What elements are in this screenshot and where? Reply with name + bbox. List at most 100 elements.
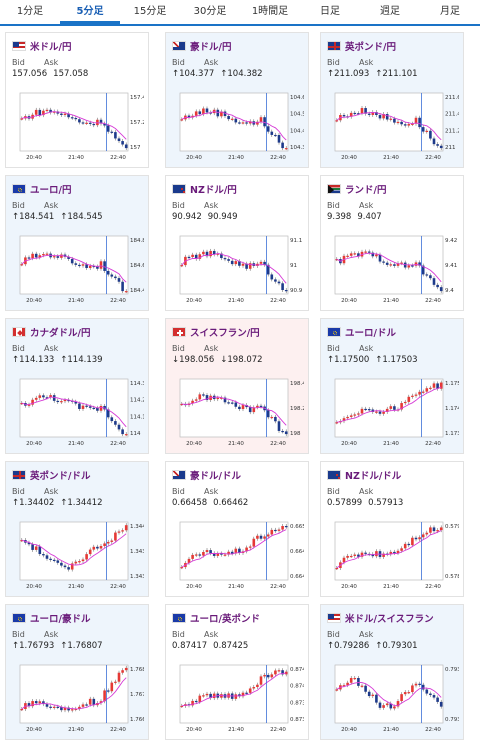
mini-chart[interactable]: 0.665 0.6645 0.664 20:40 21:40 22:40 (170, 518, 304, 592)
tab-1[interactable]: 5分足 (60, 0, 120, 24)
rate-card[interactable]: ユーロ/ドルBidAsk↑1.17500↑1.175031.1751.1741.… (320, 318, 464, 454)
pair-title[interactable]: 豪ドル/ドル (190, 471, 241, 482)
rate-card[interactable]: ユーロ/円BidAsk↑184.541↑184.545184.8184.6184… (5, 175, 149, 311)
candle (103, 690, 106, 702)
pair-title[interactable]: 豪ドル/円 (190, 42, 232, 53)
candle (27, 257, 31, 259)
price-labels: Bid Ask (327, 58, 391, 67)
candle (216, 109, 220, 117)
candle (34, 546, 38, 550)
pair-title[interactable]: スイスフラン/円 (190, 328, 260, 339)
mini-chart[interactable]: 184.8 184.6 184.4 20:40 21:40 22:40 (10, 232, 144, 306)
pair-title[interactable]: ユーロ/豪ドル (30, 614, 91, 625)
mini-chart[interactable]: 9.42 9.41 9.4 20:40 21:40 22:40 (325, 232, 459, 306)
pair-title[interactable]: NZドル/ドル (345, 471, 402, 482)
rate-card[interactable]: ユーロ/豪ドルBidAsk↑1.76793↑1.768071.7681.7671… (5, 604, 149, 740)
mini-chart[interactable]: 91.1 91 90.9 20:40 21:40 22:40 (170, 232, 304, 306)
price-labels: Bid Ask (172, 58, 236, 67)
rate-card[interactable]: スイスフラン/円 Bid Ask ↓198.056 ↓198.072 198.4 198.2… (165, 318, 309, 454)
candle (230, 118, 234, 120)
tab-7[interactable]: 月足 (440, 6, 460, 17)
tab-4[interactable]: 1時間足 (251, 6, 289, 17)
rate-card[interactable]: 米ドル/円 Bid Ask 157.056 157.058 157.4 157.2 157 20… (5, 32, 149, 168)
rate-card[interactable]: ユーロ/英ポンドBidAsk0.874170.874250.87450.8740… (165, 604, 309, 740)
card-header: NZドル/円 (172, 182, 237, 196)
pair-title[interactable]: NZドル/円 (190, 185, 237, 196)
mini-chart[interactable]: 0.8745 0.874 0.8735 0.873 20:40 21:40 22:40 (170, 661, 304, 735)
tab-0[interactable]: 1分足 (16, 6, 44, 17)
rate-card[interactable]: 米ドル/スイスフランBidAsk↑0.79286↑0.793010.79350.… (320, 604, 464, 740)
rate-card[interactable]: カナダドル/円BidAsk↑114.133↑114.139114.3114.21… (5, 318, 149, 454)
candle (121, 429, 124, 435)
candle (27, 404, 31, 406)
candle (88, 122, 92, 124)
candle (121, 530, 124, 532)
candle (92, 546, 96, 550)
candle (121, 141, 124, 145)
mini-chart[interactable]: 198.4 198.2 198 20:40 21:40 22:40 (170, 375, 304, 449)
mini-chart[interactable]: 114.3 114.2 114.1 114 20:40 21:40 22:40 (10, 375, 144, 449)
ask-value: 90.949 (207, 212, 238, 222)
pair-title[interactable]: ランド/円 (345, 185, 387, 196)
rate-card[interactable]: 豪ドル/ドルBidAsk0.664580.664620.6650.66450.6… (165, 461, 309, 597)
bid-label: Bid (327, 487, 340, 496)
rate-card[interactable]: 豪ドル/円BidAsk↑104.377↑104.382104.6104.5104… (165, 32, 309, 168)
mini-chart[interactable]: 0.7935 0.793 20:40 21:40 22:40 (325, 661, 459, 735)
rate-card[interactable]: 英ポンド/円BidAsk↑211.093↑211.101211.6211.421… (320, 32, 464, 168)
pair-title[interactable]: 英ポンド/円 (345, 42, 396, 53)
pair-title[interactable]: ユーロ/円 (30, 185, 72, 196)
candle (60, 401, 63, 403)
pair-title[interactable]: 米ドル/スイスフラン (345, 614, 434, 625)
pair-title[interactable]: ユーロ/英ポンド (190, 614, 260, 625)
y-tick-label: 91 (290, 263, 297, 269)
tab-2[interactable]: 15分足 (133, 6, 167, 17)
mini-chart[interactable]: 104.6 104.5 104.4 104.3 20:40 21:40 22:40 (170, 89, 304, 163)
moving-average-line (21, 396, 127, 428)
tab-5[interactable]: 日足 (320, 6, 340, 17)
bid-value: 157.056 (12, 69, 48, 79)
candle (202, 251, 205, 255)
candle (364, 108, 367, 114)
mini-chart[interactable]: 157.4 157.2 157 20:40 21:40 22:40 (10, 89, 144, 163)
y-tick-label: 114.3 (130, 381, 144, 387)
x-tick-label: 22:40 (425, 155, 441, 161)
candle (34, 253, 38, 258)
mini-chart[interactable]: 211.6 211.4 211.2 211 20:40 21:40 22:40 (325, 89, 459, 163)
tab-3[interactable]: 30分足 (193, 6, 227, 17)
mini-chart[interactable]: 1.768 1.767 1.766 20:40 21:40 22:40 (10, 661, 144, 735)
candle (270, 674, 274, 678)
x-tick-label: 20:40 (186, 727, 202, 733)
candle (367, 251, 371, 253)
rate-card[interactable]: NZドル/ドル Bid Ask 0.57899 0.57913 0.579 0.5785 20… (320, 461, 464, 597)
tab-6[interactable]: 週足 (380, 6, 400, 17)
moving-average-line (336, 112, 442, 141)
rate-card[interactable]: ランド/円 Bid Ask 9.398 9.407 9.42 9.41 9.4 20:40 21:… (320, 175, 464, 311)
mini-chart[interactable]: 1.175 1.174 1.173 20:40 21:40 22:40 (325, 375, 459, 449)
x-tick-label: 20:40 (341, 441, 357, 447)
candle (284, 431, 288, 435)
card-header: 英ポンド/円 (327, 39, 396, 53)
candle (216, 253, 220, 255)
pair-title[interactable]: ユーロ/ドル (345, 328, 396, 339)
candle (205, 395, 209, 401)
mini-chart[interactable]: 0.579 0.5785 20:40 21:40 22:40 (325, 518, 459, 592)
y-tick-label: 0.665 (290, 524, 304, 530)
candle (429, 275, 432, 279)
candle (202, 695, 205, 697)
x-tick-label: 20:40 (26, 584, 42, 590)
candle (212, 250, 216, 255)
pair-title[interactable]: 英ポンド/ドル (30, 471, 91, 482)
rate-card[interactable]: 英ポンド/ドル Bid Ask ↑1.34402 ↑1.34412 1.344 1.3435… (5, 461, 149, 597)
candle (227, 402, 230, 404)
candle (209, 693, 212, 699)
candle (124, 525, 128, 531)
pair-title[interactable]: 米ドル/円 (30, 42, 72, 53)
rate-card[interactable]: NZドル/円 Bid Ask 90.942 90.949 91.1 91 90.9 20:40 2… (165, 175, 309, 311)
bid-label: Bid (12, 344, 25, 353)
card-header: NZドル/ドル (327, 468, 401, 482)
bid-label: Bid (172, 630, 185, 639)
candle (67, 567, 70, 570)
mini-chart[interactable]: 1.344 1.3435 1.343 20:40 21:40 22:40 (10, 518, 144, 592)
candle (81, 704, 85, 707)
pair-title[interactable]: カナダドル/円 (30, 328, 91, 339)
